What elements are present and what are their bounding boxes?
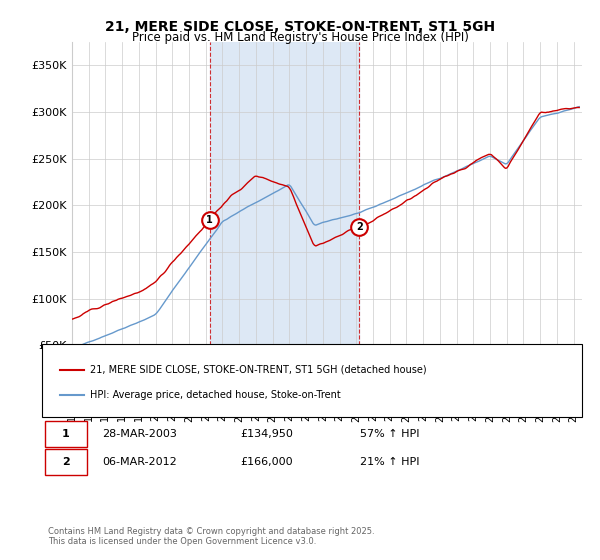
Text: 21, MERE SIDE CLOSE, STOKE-ON-TRENT, ST1 5GH (detached house): 21, MERE SIDE CLOSE, STOKE-ON-TRENT, ST1… [90, 365, 427, 375]
Text: 06-MAR-2012: 06-MAR-2012 [102, 457, 177, 467]
Bar [210, 42, 359, 392]
Text: 1: 1 [62, 429, 70, 439]
Text: Price paid vs. HM Land Registry's House Price Index (HPI): Price paid vs. HM Land Registry's House … [131, 31, 469, 44]
Text: £166,000: £166,000 [240, 457, 293, 467]
Text: 1: 1 [206, 214, 213, 225]
Text: 28-MAR-2003: 28-MAR-2003 [102, 429, 177, 439]
Text: 2: 2 [356, 222, 362, 232]
Text: HPI: Average price, detached house, Stoke-on-Trent: HPI: Average price, detached house, Stok… [90, 390, 341, 400]
Text: 2: 2 [62, 457, 70, 467]
Text: 57% ↑ HPI: 57% ↑ HPI [360, 429, 419, 439]
Text: £134,950: £134,950 [240, 429, 293, 439]
Text: Contains HM Land Registry data © Crown copyright and database right 2025.
This d: Contains HM Land Registry data © Crown c… [48, 526, 374, 546]
Text: 21% ↑ HPI: 21% ↑ HPI [360, 457, 419, 467]
Text: 21, MERE SIDE CLOSE, STOKE-ON-TRENT, ST1 5GH: 21, MERE SIDE CLOSE, STOKE-ON-TRENT, ST1… [105, 20, 495, 34]
